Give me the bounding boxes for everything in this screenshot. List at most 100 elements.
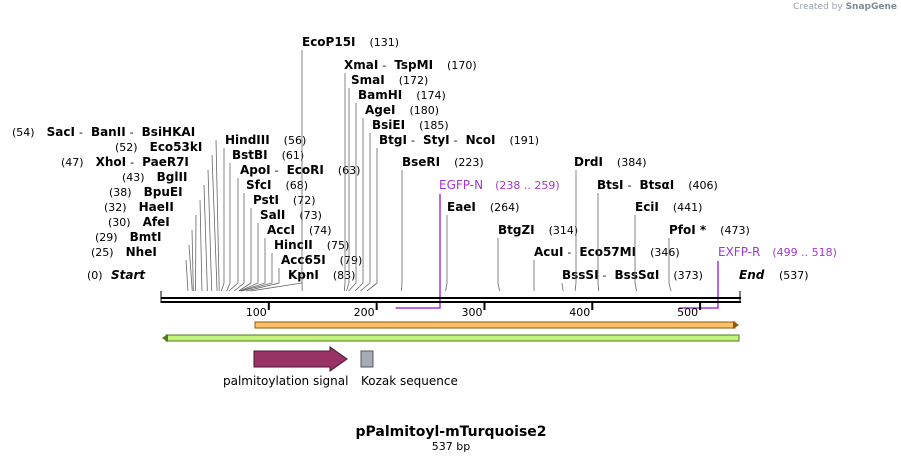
enzyme-acci[interactable]: AccI (74) xyxy=(240,223,332,292)
map-title: pPalmitoyl-mTurquoise2 xyxy=(355,424,546,440)
palmitoylation-signal-label: palmitoylation signal xyxy=(223,374,348,388)
enzyme-ecop15i[interactable]: EcoP15I (131) xyxy=(301,35,399,292)
enzyme-position: (56) xyxy=(284,134,307,147)
enzyme-connector xyxy=(185,259,189,292)
ruler-tick-label: 400 xyxy=(569,306,590,319)
enzyme-name: BssSαI xyxy=(615,268,660,282)
enzyme-bpuei[interactable]: (38) BpuEI xyxy=(109,185,203,292)
enzyme-name: BssSI xyxy=(562,268,599,282)
enzyme-apoi[interactable]: ApoI - EcoRI (63) xyxy=(228,163,361,292)
enzyme-acui[interactable]: AcuI - Eco57MI (346) xyxy=(533,245,680,292)
enzyme-btgi[interactable]: BtgI - StyI - NcoI (191) xyxy=(366,133,539,292)
enzyme-connector xyxy=(199,199,203,292)
enzyme-name: BtsαI xyxy=(639,178,674,192)
enzyme-name: EcoP15I xyxy=(302,35,356,49)
enzyme-connector xyxy=(228,178,239,292)
enzyme-connector xyxy=(561,282,564,292)
palmitoylation-signal-arrow xyxy=(253,346,348,372)
enzyme-name: AfeI xyxy=(143,215,170,229)
enzyme-btsi[interactable]: BtsI - BtsαI (406) xyxy=(597,178,718,292)
primer-layer: EGFP-N (238 .. 259) EXFP-R (499 .. 518) xyxy=(395,178,837,309)
enzyme-eco53ki[interactable]: (52) Eco53kI xyxy=(115,140,218,292)
enzyme-name: SmaI xyxy=(351,73,385,87)
enzyme-ecii[interactable]: EciI (441) xyxy=(634,200,702,292)
enzyme-bseri[interactable]: BseRI (223) xyxy=(401,155,484,292)
feature-palmitoylation-signal[interactable]: palmitoylation signal xyxy=(223,346,348,388)
credit-brand: SnapGene xyxy=(845,2,897,12)
enzyme-afei[interactable]: (30) AfeI xyxy=(108,215,194,292)
enzyme-xmai[interactable]: XmaI - TspMI (170) xyxy=(343,58,477,292)
enzyme-drdi[interactable]: DrdI (384) xyxy=(574,155,647,292)
primer-exfp-r[interactable]: EXFP-R (499 .. 518) xyxy=(679,245,837,309)
enzyme-bamhi[interactable]: BamHI (174) xyxy=(348,88,446,292)
enzyme-kpni[interactable]: KpnI (83) xyxy=(250,268,356,292)
kozak-sequence-box xyxy=(360,350,374,368)
enzyme-position: (52) xyxy=(115,141,138,154)
enzyme-name: ApoI xyxy=(240,163,271,177)
feature-kozak-sequence[interactable]: Kozak sequence xyxy=(360,350,458,388)
enzyme-bsssi[interactable]: BssSI - BssSαI (373) xyxy=(561,268,703,292)
enzyme-position: (314) xyxy=(549,224,579,237)
enzyme-name: HincII xyxy=(274,238,313,252)
enzyme-connector xyxy=(668,238,672,292)
enzyme-haeii[interactable]: (32) HaeII xyxy=(104,200,197,292)
enzyme-name: NheI xyxy=(126,245,157,259)
enzyme-psti[interactable]: PstI (72) xyxy=(238,193,316,292)
enzyme-name: BtgZI xyxy=(498,223,535,237)
enzyme-position: (73) xyxy=(299,209,322,222)
enzyme-name: EciI xyxy=(635,200,659,214)
enzyme-name: BsiEI xyxy=(372,118,405,132)
start-label: Start xyxy=(111,268,146,282)
credit: Created by SnapGene xyxy=(793,2,897,12)
enzyme-connector xyxy=(240,238,266,292)
orf-reverse[interactable] xyxy=(162,334,740,342)
enzyme-name: SacI xyxy=(47,125,75,139)
enzyme-name: StyI xyxy=(423,133,450,147)
primer-egfp-n[interactable]: EGFP-N (238 .. 259) xyxy=(395,178,560,309)
ruler-tick-label: 200 xyxy=(354,306,375,319)
enzyme-xhoi[interactable]: (47) XhoI - PaeR7I xyxy=(61,155,213,292)
enzyme-sali[interactable]: SalI (73) xyxy=(239,208,322,292)
enzyme-bstbi[interactable]: BstBI (61) xyxy=(226,148,304,292)
enzyme-position: (38) xyxy=(109,186,132,199)
enzyme-bmti[interactable]: (29) BmtI xyxy=(95,230,193,292)
enzyme-nhei[interactable]: (25) NheI xyxy=(91,245,189,292)
enzyme-eaei[interactable]: EaeI (264) xyxy=(445,200,520,292)
enzyme-name: BtsI xyxy=(597,178,624,192)
start-position: (0) xyxy=(87,269,103,282)
enzyme-name: XhoI xyxy=(96,155,127,169)
enzyme-bglii[interactable]: (43) BglII xyxy=(122,170,208,292)
enzyme-hindiii[interactable]: HindIII (56) xyxy=(220,133,307,292)
enzyme-connector xyxy=(348,103,357,292)
enzyme-connector xyxy=(343,73,346,292)
enzyme-bsiei[interactable]: BsiEI (185) xyxy=(360,118,449,292)
enzyme-name: BglII xyxy=(157,170,188,184)
enzyme-position: (373) xyxy=(673,269,703,282)
enzyme-pfoi[interactable]: PfoI * (473) xyxy=(668,223,750,292)
enzyme-connector xyxy=(238,208,252,292)
orf-forward-bar xyxy=(254,321,736,329)
sequence-length: 537 bp xyxy=(432,440,470,453)
enzyme-connector xyxy=(188,244,193,292)
enzyme-separator: - xyxy=(603,269,607,282)
enzyme-smai[interactable]: SmaI (172) xyxy=(346,73,428,292)
orf-forward[interactable] xyxy=(254,321,739,329)
enzyme-connector xyxy=(226,163,231,292)
enzyme-name: Acc65I xyxy=(281,253,326,267)
enzyme-name: NcoI xyxy=(466,133,496,147)
enzyme-position: (72) xyxy=(293,194,316,207)
primer-binding-line xyxy=(395,194,441,309)
enzyme-position: (74) xyxy=(309,224,332,237)
enzyme-name: PfoI * xyxy=(669,223,707,237)
enzyme-btgzi[interactable]: BtgZI (314) xyxy=(497,223,579,292)
enzyme-name: AcuI xyxy=(534,245,563,259)
enzyme-position: (25) xyxy=(91,246,114,259)
enzyme-saci[interactable]: (54) SacI - BanII - BsiHKAI xyxy=(12,125,220,292)
enzyme-position: (83) xyxy=(333,269,356,282)
enzyme-connector xyxy=(634,215,637,292)
enzyme-agei[interactable]: AgeI (180) xyxy=(354,103,439,292)
enzyme-separator: - xyxy=(567,246,571,259)
enzyme-position: (174) xyxy=(416,89,446,102)
enzyme-name: BsiHKAI xyxy=(142,125,196,139)
enzyme-hincii[interactable]: HincII (75) xyxy=(241,238,349,292)
